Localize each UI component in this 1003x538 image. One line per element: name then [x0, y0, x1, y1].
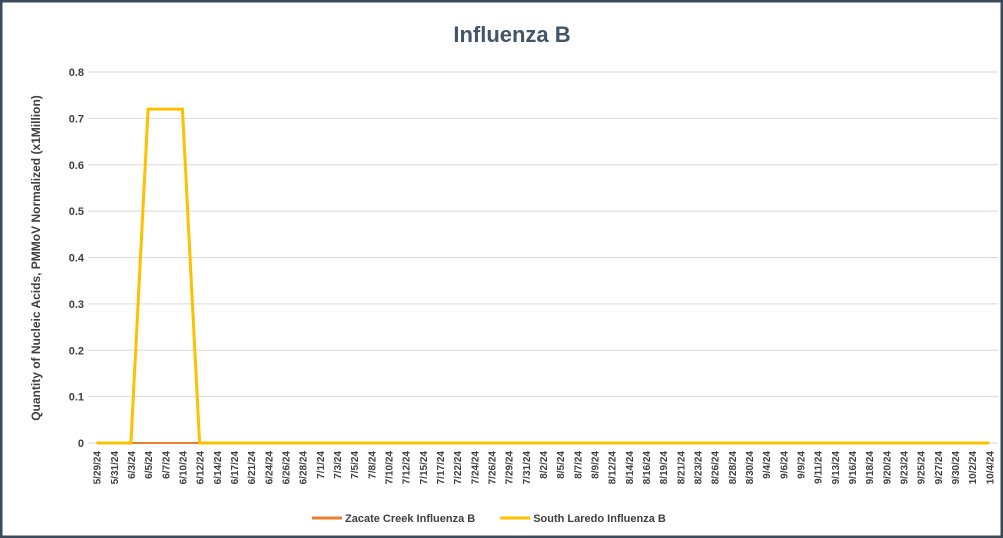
x-tick-label: 6/10/24: [178, 451, 189, 485]
x-tick-label: 6/7/24: [161, 451, 172, 479]
x-tick-label: 8/5/24: [556, 451, 567, 479]
x-tick-label: 10/4/24: [985, 451, 996, 485]
x-tick-label: 6/12/24: [196, 451, 207, 485]
x-tick-label: 7/24/24: [470, 451, 481, 485]
y-tick-label: 0.1: [69, 392, 84, 404]
x-tick-label: 8/28/24: [728, 451, 739, 485]
x-tick-label: 8/12/24: [608, 451, 619, 485]
x-tick-label: 7/31/24: [522, 451, 533, 485]
x-tick-label: 9/13/24: [831, 451, 842, 485]
x-tick-label: 6/24/24: [264, 451, 275, 485]
x-tick-label: 9/18/24: [865, 451, 876, 485]
x-tick-label: 9/9/24: [797, 451, 808, 479]
x-tick-label: 6/3/24: [127, 451, 138, 479]
x-tick-label: 10/2/24: [968, 451, 979, 485]
x-tick-label: 9/25/24: [917, 451, 928, 485]
x-tick-label: 8/14/24: [625, 451, 636, 485]
x-tick-label: 7/3/24: [333, 451, 344, 479]
x-tick-label: 9/23/24: [900, 451, 911, 485]
x-tick-label: 5/31/24: [110, 451, 121, 485]
x-tick-label: 6/26/24: [281, 451, 292, 485]
x-tick-label: 5/29/24: [93, 451, 104, 485]
y-tick-label: 0.2: [69, 345, 84, 357]
chart-title: Influenza B: [453, 22, 570, 47]
x-tick-label: 9/20/24: [882, 451, 893, 485]
x-tick-label: 7/12/24: [402, 451, 413, 485]
x-tick-label: 7/10/24: [384, 451, 395, 485]
x-tick-label: 9/16/24: [848, 451, 859, 485]
x-tick-label: 8/7/24: [573, 451, 584, 479]
x-tick-label: 7/22/24: [453, 451, 464, 485]
x-tick-label: 7/15/24: [419, 451, 430, 485]
x-tick-label: 7/1/24: [316, 451, 327, 479]
x-tick-label: 9/4/24: [762, 451, 773, 479]
x-tick-label: 8/30/24: [745, 451, 756, 485]
y-tick-label: 0.3: [69, 299, 84, 311]
x-tick-label: 6/28/24: [299, 451, 310, 485]
x-tick-label: 9/30/24: [951, 451, 962, 485]
y-tick-label: 0.5: [69, 206, 84, 218]
x-tick-label: 6/17/24: [230, 451, 241, 485]
x-tick-label: 8/2/24: [539, 451, 550, 479]
series-line: [96, 107, 990, 445]
x-tick-label: 7/29/24: [505, 451, 516, 485]
y-tick-label: 0.7: [69, 113, 84, 125]
x-tick-label: 8/21/24: [676, 451, 687, 485]
x-tick-label: 8/26/24: [711, 451, 722, 485]
x-tick-label: 9/11/24: [814, 451, 825, 484]
x-tick-label: 9/27/24: [934, 451, 945, 485]
x-tick-label: 8/16/24: [642, 451, 653, 485]
y-tick-label: 0: [78, 438, 84, 450]
x-tick-label: 6/21/24: [247, 451, 258, 485]
x-tick-label: 8/9/24: [591, 451, 602, 479]
x-tick-label: 6/5/24: [144, 451, 155, 479]
x-tick-label: 8/23/24: [694, 451, 705, 485]
y-tick-label: 0.8: [69, 67, 84, 79]
y-tick-label: 0.4: [69, 253, 85, 265]
legend-label: South Laredo Influenza B: [533, 513, 666, 525]
y-tick-label: 0.6: [69, 160, 84, 172]
x-tick-label: 7/26/24: [487, 451, 498, 485]
x-tick-label: 9/6/24: [779, 451, 790, 479]
x-tick-label: 7/8/24: [367, 451, 378, 479]
x-tick-label: 8/19/24: [659, 451, 670, 485]
y-axis-label: Quantity of Nucleic Acids, PMMoV Normali…: [29, 95, 43, 421]
x-tick-label: 7/5/24: [350, 451, 361, 479]
x-tick-label: 6/14/24: [213, 451, 224, 485]
legend-label: Zacate Creek Influenza B: [345, 513, 475, 525]
x-tick-label: 7/17/24: [436, 451, 447, 485]
